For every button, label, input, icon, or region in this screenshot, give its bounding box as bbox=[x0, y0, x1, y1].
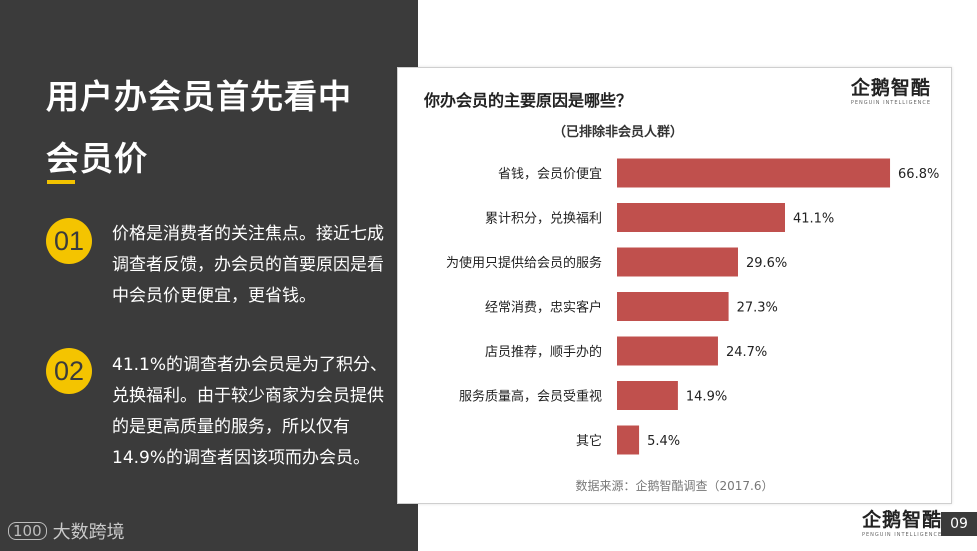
page-brand-logo-name: 企鹅智酷 bbox=[862, 509, 943, 531]
value-label: 66.8% bbox=[898, 167, 939, 182]
bar bbox=[617, 158, 891, 188]
bar bbox=[617, 381, 678, 410]
category-label: 服务质量高，会员受重视 bbox=[459, 389, 602, 405]
chart-title: 你办会员的主要原因是哪些？ bbox=[424, 91, 633, 110]
chart-card: 省钱，会员价便宜 66.8% 累计积分，兑换福利 41.1% 为使用只提供给会员的服务 2… bbox=[397, 67, 952, 504]
point-badge-2: 02 bbox=[46, 348, 92, 394]
chart-subtitle: （已排除非会员人群） bbox=[552, 125, 683, 140]
left-panel bbox=[0, 0, 418, 551]
bar bbox=[617, 336, 718, 366]
value-label: 5.4% bbox=[647, 434, 680, 449]
bar bbox=[617, 203, 785, 232]
headline-line-2: 会员价 bbox=[46, 139, 148, 178]
point-text-2: 41.1%的调查者办会员是为了积分、兑换福利。由于较少商家为会员提供的是更高质量… bbox=[112, 355, 388, 468]
category-label: 其它 bbox=[576, 433, 602, 449]
value-label: 41.1% bbox=[793, 212, 834, 227]
headline-line-1: 用户办会员首先看中 bbox=[46, 77, 352, 116]
brand-logo: 企鹅智酷 PENGUIN INTELLIGENCE bbox=[851, 78, 931, 106]
footer-logo-text: 大数跨境 bbox=[52, 522, 125, 543]
chart-source: 数据来源：企鹅智酷调查（2017.6） bbox=[575, 479, 774, 493]
point-badge-1: 01 bbox=[46, 218, 92, 264]
bar bbox=[617, 425, 640, 455]
headline-underline bbox=[47, 180, 75, 184]
page-brand-logo: 企鹅智酷 PENGUIN INTELLIGENCE bbox=[862, 510, 942, 538]
bar-chart: 省钱，会员价便宜 66.8% 累计积分，兑换福利 41.1% 为使用只提供给会员的服务 2… bbox=[446, 158, 939, 455]
value-label: 29.6% bbox=[746, 256, 787, 271]
bar bbox=[617, 247, 738, 277]
category-label: 省钱，会员价便宜 bbox=[498, 167, 602, 182]
footer-logo: 100 大数跨境 bbox=[8, 518, 125, 544]
value-label: 14.9% bbox=[686, 390, 727, 405]
value-label: 24.7% bbox=[726, 345, 767, 360]
category-label: 累计积分，兑换福利 bbox=[485, 212, 602, 227]
point-text-1: 价格是消费者的关注焦点。接近七成调查者反馈，办会员的首要原因是看中会员价更便宜，… bbox=[112, 224, 384, 306]
page-title: 用户办会员首先看中 会员价 bbox=[46, 66, 386, 190]
value-label: 27.3% bbox=[737, 301, 778, 316]
page-brand-logo-sub: PENGUIN INTELLIGENCE bbox=[862, 532, 943, 538]
category-label: 经常消费，忠实客户 bbox=[485, 300, 602, 316]
brand-logo-name: 企鹅智酷 bbox=[850, 77, 931, 99]
footer-logo-icon: 100 bbox=[8, 522, 47, 540]
category-label: 为使用只提供给会员的服务 bbox=[446, 255, 602, 271]
page-number: 09 bbox=[941, 512, 977, 536]
brand-logo-sub: PENGUIN INTELLIGENCE bbox=[850, 100, 931, 106]
category-label: 店员推荐，顺手办的 bbox=[485, 344, 602, 360]
bar bbox=[617, 292, 729, 321]
